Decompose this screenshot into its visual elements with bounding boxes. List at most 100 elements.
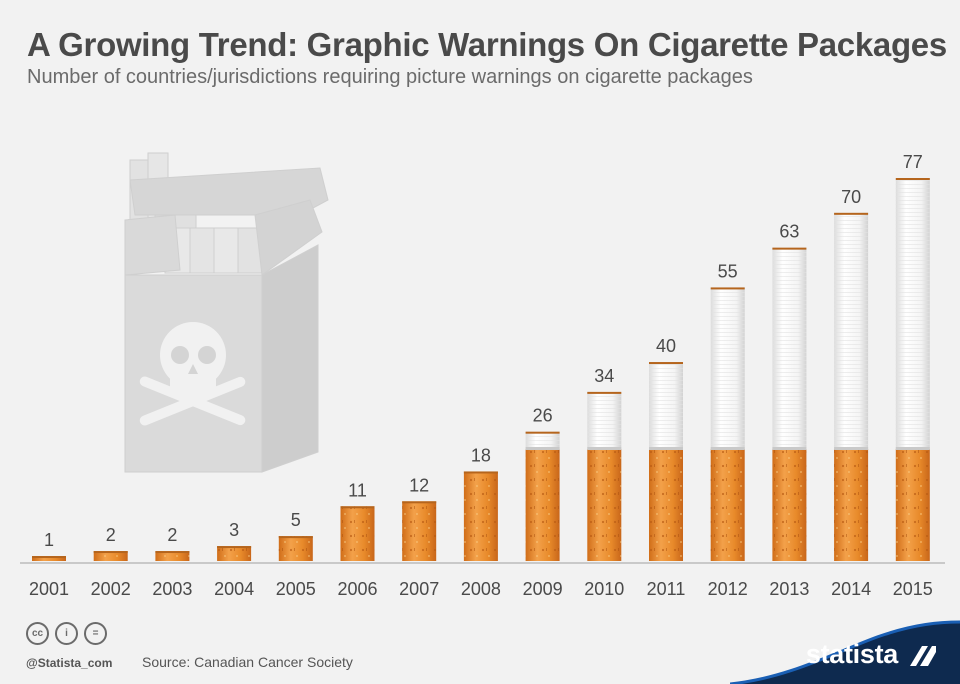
x-tick-label: 2008 — [461, 579, 501, 599]
x-tick-label: 2013 — [769, 579, 809, 599]
chart-subtitle: Number of countries/jurisdictions requir… — [27, 66, 753, 88]
data-label: 70 — [841, 187, 861, 207]
bar-2014: 70 2014 — [831, 187, 871, 599]
data-label: 18 — [471, 445, 491, 465]
statista-handle[interactable]: @Statista_com — [26, 656, 113, 670]
filter-texture — [710, 449, 745, 561]
bar-2013: 63 2013 — [769, 222, 809, 599]
data-label: 5 — [291, 510, 301, 530]
chart-title: A Growing Trend: Graphic Warnings On Cig… — [27, 26, 947, 63]
chart: 1 2001 2 2002 2 2003 3 2004 5 2005 11 2006 12 2007 18 2… — [20, 152, 945, 599]
filter-texture — [93, 551, 128, 561]
paper-texture — [649, 362, 683, 449]
data-label: 3 — [229, 520, 239, 540]
bar-2006: 11 2006 — [337, 480, 377, 599]
cigarette-tip — [340, 506, 375, 509]
paper-texture — [895, 178, 930, 449]
filter-texture — [834, 449, 869, 561]
x-tick-label: 2014 — [831, 579, 871, 599]
filter-texture — [463, 471, 498, 561]
filter-seam — [710, 447, 745, 450]
x-tick-label: 2010 — [584, 579, 624, 599]
bar-2002: 2 2002 — [91, 525, 131, 599]
x-tick-label: 2015 — [893, 579, 933, 599]
bars-layer: 1 2001 2 2002 2 2003 3 2004 5 2005 11 2006 12 2007 18 2… — [29, 152, 933, 599]
data-label: 63 — [779, 222, 799, 242]
cigarette-tip — [93, 551, 128, 554]
paper-texture — [710, 287, 745, 449]
license-icons[interactable]: cc i = — [26, 622, 107, 645]
bar-2003: 2 2003 — [152, 525, 192, 599]
filter-texture — [587, 449, 622, 561]
paper-texture — [772, 247, 807, 449]
x-tick-label: 2002 — [91, 579, 131, 599]
filter-seam — [649, 447, 683, 450]
data-label: 2 — [106, 525, 116, 545]
no-derivatives-icon: = — [84, 622, 107, 645]
bar-2005: 5 2005 — [276, 510, 316, 599]
data-label: 1 — [44, 530, 54, 550]
filter-texture — [155, 551, 190, 561]
cigarette-tip — [32, 556, 66, 559]
data-label: 12 — [409, 475, 429, 495]
bar-2012: 55 2012 — [708, 261, 748, 599]
x-tick-label: 2012 — [708, 579, 748, 599]
cigarette-tip — [587, 391, 622, 394]
x-tick-label: 2009 — [523, 579, 563, 599]
bar-2009: 26 2009 — [523, 406, 563, 599]
filter-texture — [772, 449, 807, 561]
data-label: 34 — [594, 366, 614, 386]
filter-seam — [587, 447, 622, 450]
cigarette-tip — [710, 287, 745, 290]
footer: cc i = @Statista_com Source: Canadian Ca… — [0, 600, 960, 684]
filter-texture — [402, 501, 437, 561]
statista-mark-icon — [910, 646, 936, 666]
x-tick-label: 2004 — [214, 579, 254, 599]
filter-texture — [278, 536, 313, 561]
cigarette-tip — [217, 546, 252, 549]
filter-texture — [217, 546, 252, 561]
data-label: 77 — [903, 152, 923, 172]
cigarette-tip — [772, 247, 807, 250]
cigarette-tip — [525, 431, 560, 434]
paper-texture — [834, 212, 869, 449]
filter-texture — [32, 556, 66, 561]
attribution-icon: i — [55, 622, 78, 645]
bar-2015: 77 2015 — [893, 152, 933, 599]
cigarette-tip — [895, 178, 930, 180]
filter-texture — [895, 449, 930, 561]
filter-seam — [772, 447, 807, 450]
filter-texture — [649, 449, 683, 561]
bar-2008: 18 2008 — [461, 445, 501, 599]
bar-2011: 40 2011 — [647, 336, 686, 599]
x-tick-label: 2003 — [152, 579, 192, 599]
data-label: 55 — [718, 261, 738, 281]
x-tick-label: 2001 — [29, 579, 69, 599]
cigarette-tip — [463, 471, 498, 474]
data-label: 40 — [656, 336, 676, 356]
data-label: 26 — [533, 406, 553, 426]
filter-seam — [895, 447, 930, 450]
x-tick-label: 2006 — [337, 579, 377, 599]
cigarette-tip — [278, 536, 313, 539]
cigarette-tip — [155, 551, 190, 554]
x-tick-label: 2011 — [647, 579, 686, 599]
x-tick-label: 2007 — [399, 579, 439, 599]
data-label: 2 — [167, 525, 177, 545]
bar-2004: 3 2004 — [214, 520, 254, 599]
cigarette-tip — [834, 212, 869, 215]
source-note: Source: Canadian Cancer Society — [142, 654, 353, 670]
paper-texture — [587, 391, 622, 449]
statista-logo[interactable]: statista — [805, 639, 898, 669]
bar-2001: 1 2001 — [29, 530, 69, 599]
cigarette-tip — [649, 362, 683, 365]
filter-seam — [525, 447, 560, 450]
filter-texture — [340, 506, 375, 561]
cc-icon: cc — [26, 622, 49, 645]
cigarette-pack-illustration — [124, 152, 329, 473]
filter-texture — [525, 449, 560, 561]
brand-swoosh — [730, 620, 960, 684]
filter-seam — [834, 447, 869, 450]
bar-2010: 34 2010 — [584, 366, 624, 599]
x-tick-label: 2005 — [276, 579, 316, 599]
